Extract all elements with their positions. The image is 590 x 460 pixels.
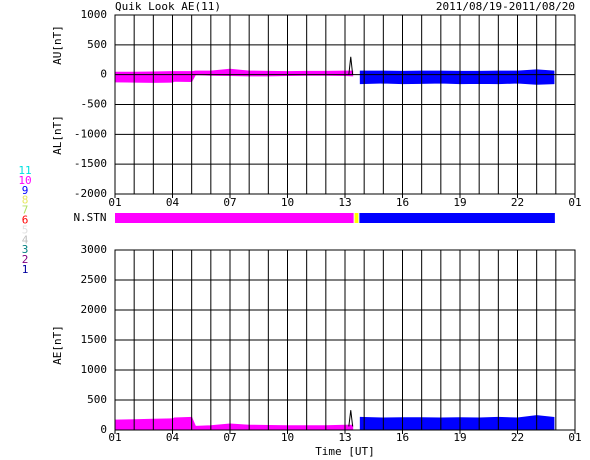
x-tick-label: 01 [568, 431, 581, 444]
station-count-label: 6 [22, 214, 29, 227]
y-tick-label: 2500 [81, 273, 108, 286]
x-tick-label: 19 [453, 196, 466, 209]
y-tick-label: 500 [87, 38, 107, 51]
station-count-label: 4 [22, 233, 29, 246]
x-tick-label: 01 [568, 196, 581, 209]
y-axis-label: AL[nT] [51, 115, 64, 155]
plot-frame [114, 14, 576, 195]
x-tick-label: 22 [511, 431, 524, 444]
x-tick-label: 10 [281, 196, 294, 209]
x-axis-label: Time [UT] [315, 445, 375, 458]
station-count-label: 2 [22, 253, 29, 266]
x-tick-label: 07 [223, 431, 236, 444]
line [348, 410, 354, 427]
y-tick-label: 1000 [81, 363, 108, 376]
x-tick-label: 16 [396, 196, 409, 209]
y-tick-label: -1500 [74, 157, 107, 170]
y-axis-label: AU[nT] [51, 25, 64, 65]
y-tick-label: 1500 [81, 333, 108, 346]
date-range: 2011/08/19-2011/08/20 [436, 0, 575, 13]
plot-frame [114, 249, 576, 431]
n-stn-segment [359, 213, 555, 223]
x-tick-label: 19 [453, 431, 466, 444]
station-count-label: 1 [22, 263, 29, 276]
x-tick-label: 10 [281, 431, 294, 444]
area [359, 74, 555, 85]
n-stn-label: N.STN [73, 211, 106, 224]
x-tick-label: 01 [108, 196, 121, 209]
y-tick-label: 3000 [81, 243, 108, 256]
y-tick-label: 1000 [81, 8, 108, 21]
n-stn-segment [115, 213, 354, 223]
station-count-label: 10 [18, 174, 31, 187]
y-axis-label: AE[nT] [51, 325, 64, 365]
x-tick-label: 04 [166, 431, 180, 444]
station-count-label: 7 [22, 204, 29, 217]
x-tick-label: 16 [396, 431, 409, 444]
x-tick-label: 13 [338, 196, 351, 209]
area [114, 68, 354, 76]
y-tick-label: -1000 [74, 127, 107, 140]
y-tick-label: 0 [100, 423, 107, 436]
x-tick-label: 01 [108, 431, 121, 444]
x-tick-label: 07 [223, 196, 236, 209]
x-tick-label: 04 [166, 196, 180, 209]
y-tick-label: 500 [87, 393, 107, 406]
n-stn-segment [354, 213, 359, 223]
y-tick-label: 2000 [81, 303, 108, 316]
area [359, 415, 555, 431]
station-count-label: 8 [22, 194, 29, 207]
area [114, 416, 354, 431]
station-count-label: 3 [22, 243, 29, 256]
y-tick-label: -2000 [74, 187, 107, 200]
x-tick-label: 13 [338, 431, 351, 444]
area [359, 69, 555, 76]
x-tick-label: 22 [511, 196, 524, 209]
chart-title: Quik Look AE(11) [115, 0, 221, 13]
y-tick-label: -500 [81, 98, 108, 111]
station-count-label: 5 [22, 223, 29, 236]
y-tick-label: 0 [100, 68, 107, 81]
station-count-label: 11 [18, 164, 31, 177]
line [348, 56, 354, 75]
station-count-label: 9 [22, 184, 29, 197]
area [114, 74, 354, 83]
